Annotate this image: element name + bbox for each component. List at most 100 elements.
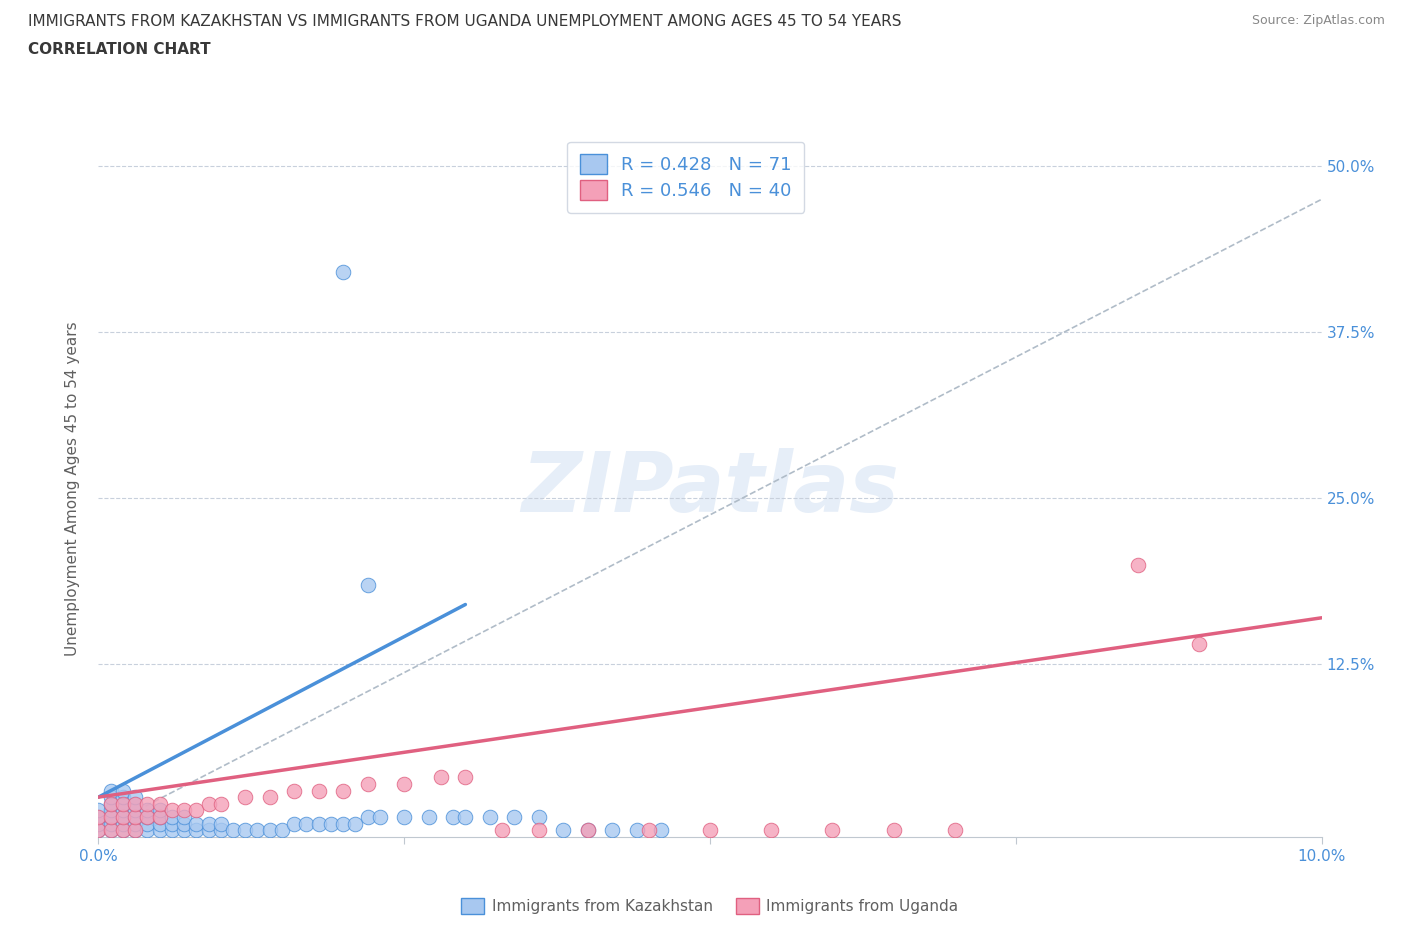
Point	[344, 817, 367, 831]
Point	[308, 783, 330, 798]
Text: CORRELATION CHART: CORRELATION CHART	[28, 42, 211, 57]
Point	[124, 803, 146, 817]
Point	[136, 803, 159, 817]
Point	[637, 823, 661, 838]
Point	[943, 823, 966, 838]
Point	[197, 817, 219, 831]
Point	[136, 810, 159, 825]
Point	[100, 823, 122, 838]
Point	[111, 823, 134, 838]
Point	[527, 823, 550, 838]
Point	[626, 823, 648, 838]
Point	[478, 810, 501, 825]
Point	[650, 823, 672, 838]
Point	[308, 817, 330, 831]
Point	[576, 823, 599, 838]
Point	[111, 810, 134, 825]
Point	[87, 803, 110, 817]
Point	[600, 823, 623, 838]
Point	[503, 810, 526, 825]
Point	[392, 810, 416, 825]
Point	[111, 803, 134, 817]
Point	[100, 803, 122, 817]
Point	[100, 796, 122, 811]
Point	[332, 817, 354, 831]
Point	[491, 823, 513, 838]
Point	[100, 810, 122, 825]
Point	[368, 810, 391, 825]
Point	[111, 817, 134, 831]
Point	[124, 796, 146, 811]
Point	[87, 810, 110, 825]
Point	[576, 823, 599, 838]
Point	[392, 777, 416, 791]
Point	[111, 810, 134, 825]
Point	[111, 783, 134, 798]
Point	[356, 777, 378, 791]
Point	[87, 823, 110, 838]
Point	[454, 770, 477, 785]
Point	[149, 810, 172, 825]
Point	[87, 817, 110, 831]
Point	[430, 770, 453, 785]
Point	[332, 783, 354, 798]
Point	[136, 817, 159, 831]
Point	[1188, 637, 1211, 652]
Legend: Immigrants from Kazakhstan, Immigrants from Uganda: Immigrants from Kazakhstan, Immigrants f…	[456, 892, 965, 920]
Point	[332, 265, 354, 280]
Point	[356, 578, 378, 592]
Point	[883, 823, 905, 838]
Point	[527, 810, 550, 825]
Point	[186, 823, 208, 838]
Point	[149, 796, 172, 811]
Point	[283, 817, 305, 831]
Point	[173, 823, 195, 838]
Point	[173, 817, 195, 831]
Point	[111, 790, 134, 804]
Point	[295, 817, 318, 831]
Text: ZIPatlas: ZIPatlas	[522, 447, 898, 529]
Point	[136, 810, 159, 825]
Point	[100, 790, 122, 804]
Point	[197, 796, 219, 811]
Point	[160, 817, 183, 831]
Point	[124, 823, 146, 838]
Point	[124, 810, 146, 825]
Point	[209, 796, 232, 811]
Point	[160, 803, 183, 817]
Point	[124, 823, 146, 838]
Point	[233, 823, 256, 838]
Point	[160, 823, 183, 838]
Point	[270, 823, 292, 838]
Point	[124, 810, 146, 825]
Point	[197, 823, 219, 838]
Point	[111, 796, 134, 811]
Point	[209, 817, 232, 831]
Point	[173, 810, 195, 825]
Point	[418, 810, 440, 825]
Point	[136, 796, 159, 811]
Point	[233, 790, 256, 804]
Point	[136, 823, 159, 838]
Point	[186, 803, 208, 817]
Point	[124, 817, 146, 831]
Y-axis label: Unemployment Among Ages 45 to 54 years: Unemployment Among Ages 45 to 54 years	[65, 321, 80, 656]
Point	[356, 810, 378, 825]
Point	[160, 810, 183, 825]
Point	[149, 810, 172, 825]
Point	[87, 823, 110, 838]
Point	[100, 783, 122, 798]
Point	[1128, 557, 1150, 572]
Point	[124, 790, 146, 804]
Point	[111, 823, 134, 838]
Point	[173, 803, 195, 817]
Point	[821, 823, 844, 838]
Point	[553, 823, 575, 838]
Point	[259, 790, 281, 804]
Text: IMMIGRANTS FROM KAZAKHSTAN VS IMMIGRANTS FROM UGANDA UNEMPLOYMENT AMONG AGES 45 : IMMIGRANTS FROM KAZAKHSTAN VS IMMIGRANTS…	[28, 14, 901, 29]
Point	[319, 817, 342, 831]
Point	[87, 810, 110, 825]
Point	[100, 796, 122, 811]
Text: Source: ZipAtlas.com: Source: ZipAtlas.com	[1251, 14, 1385, 27]
Point	[759, 823, 782, 838]
